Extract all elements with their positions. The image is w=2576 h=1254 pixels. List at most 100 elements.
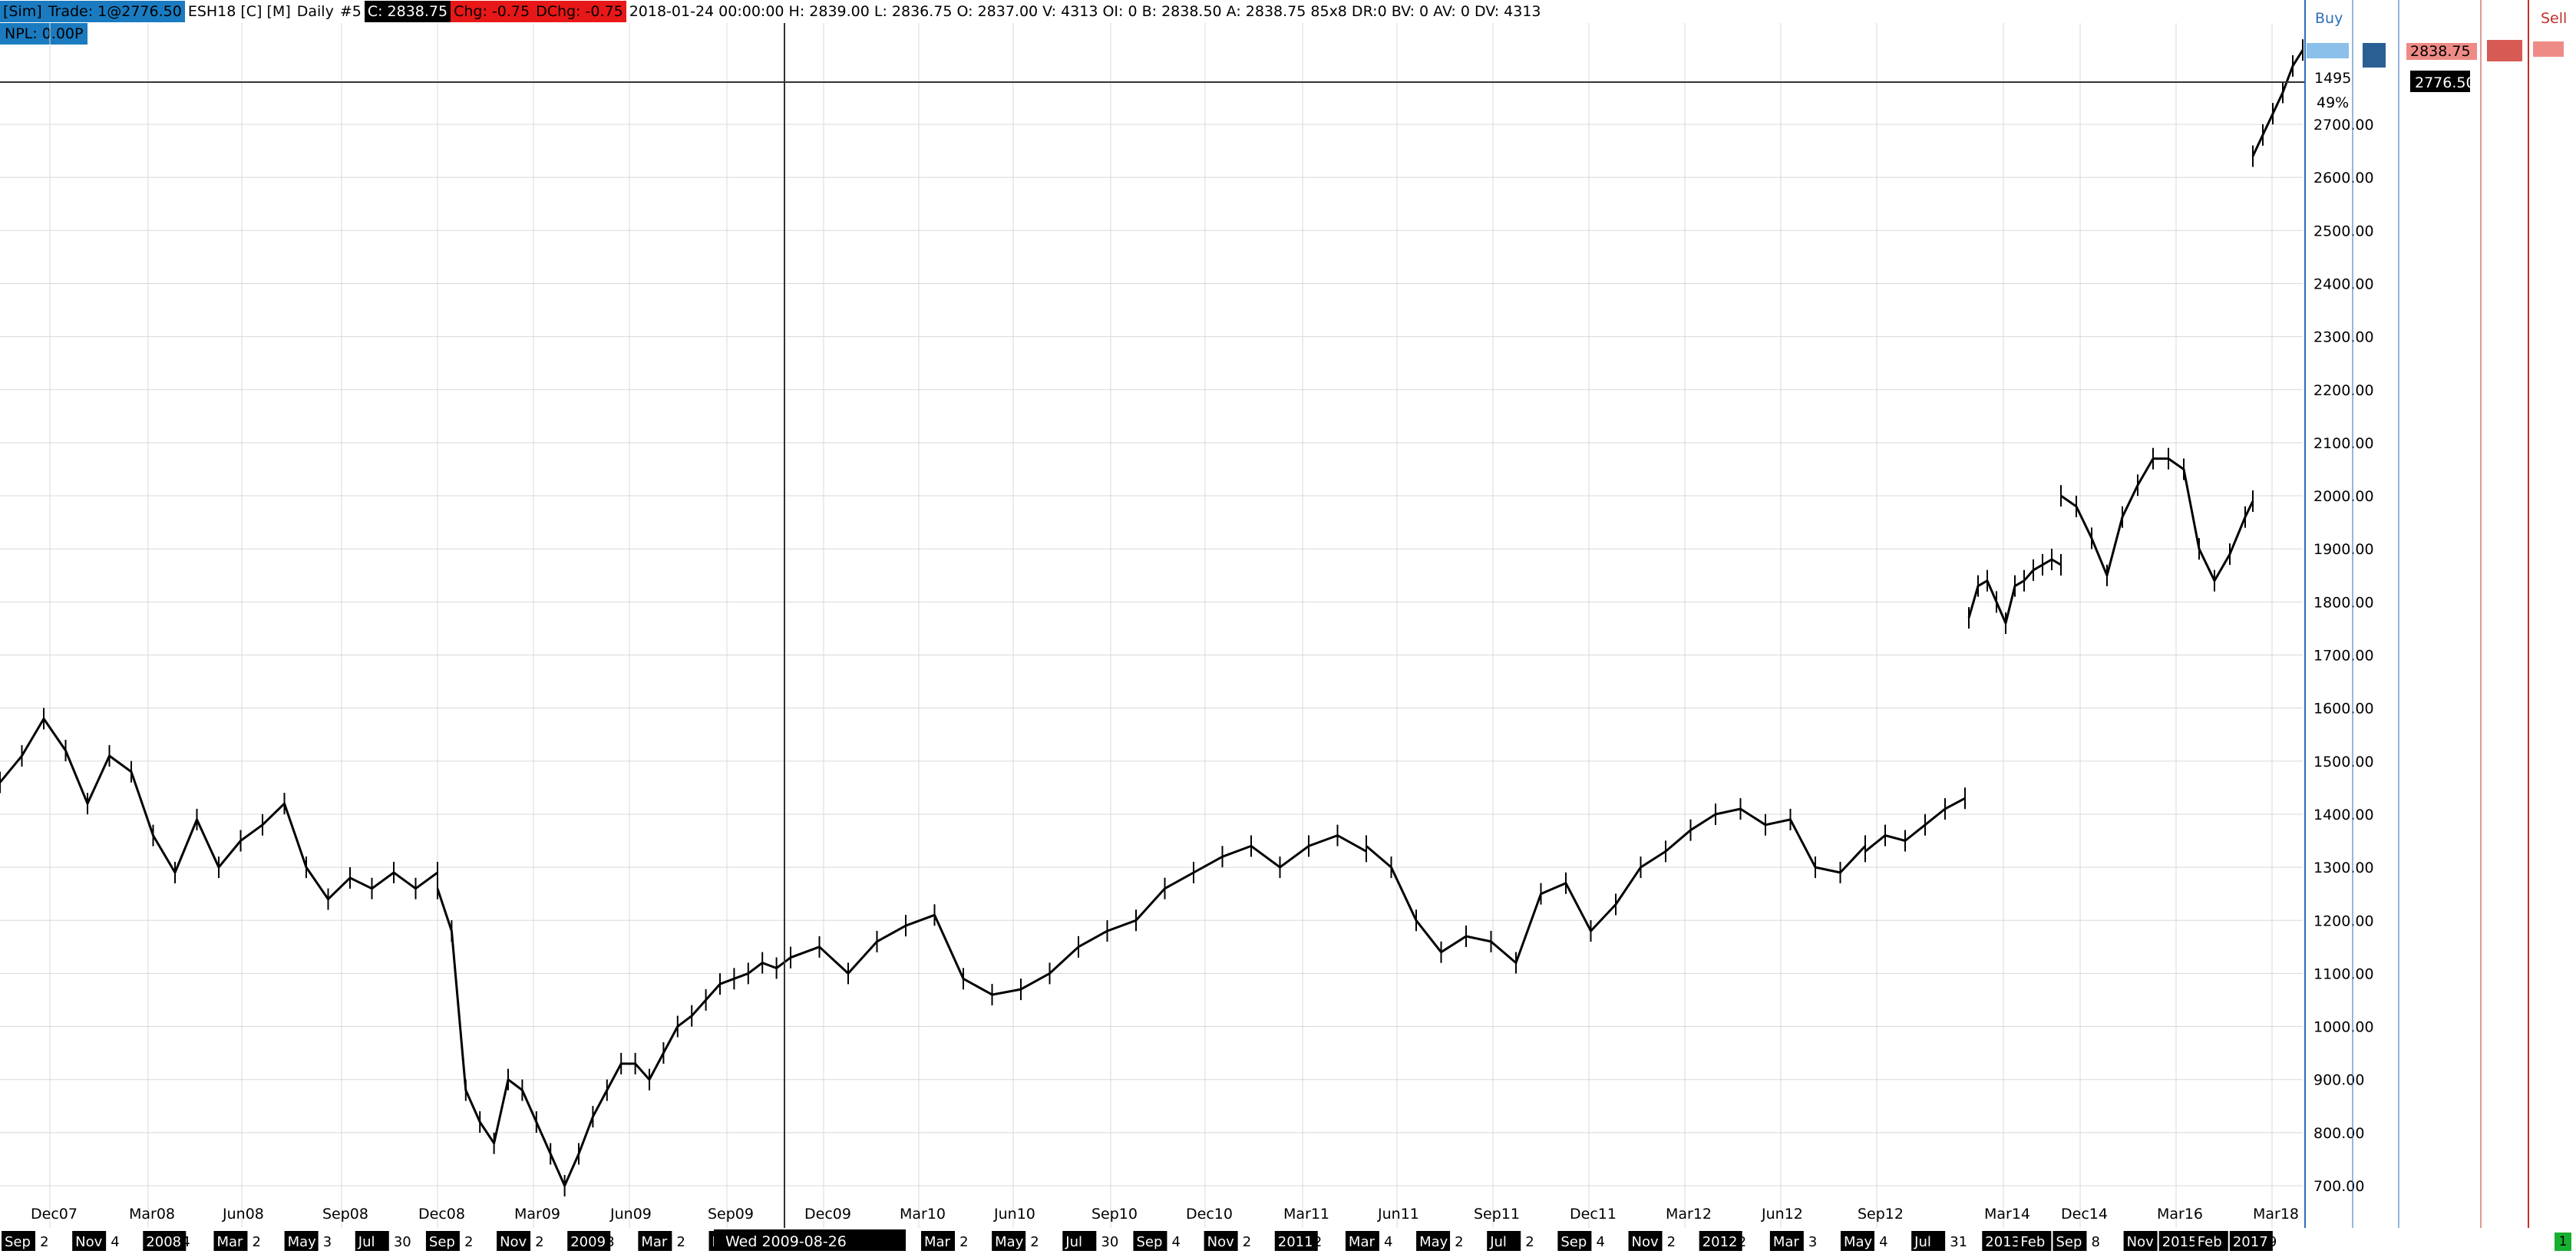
month-tick-label: Jun12 — [1761, 1206, 1803, 1223]
date-tick-label: 4 — [181, 1234, 190, 1250]
date-tick-label: 30 — [394, 1234, 411, 1250]
date-badge-bg — [992, 1231, 1026, 1251]
trade-price-badge: 2776.50 — [2415, 74, 2475, 91]
price-tick-label: 800.00 — [2313, 1125, 2364, 1142]
date-tick-label: 2 — [464, 1234, 473, 1250]
date-tick-label: Jul — [358, 1234, 375, 1250]
date-badge-bg — [921, 1231, 955, 1251]
buy-level-bar — [2307, 43, 2349, 58]
price-tick-label: 1500.00 — [2313, 754, 2374, 771]
date-badge-bg — [1416, 1231, 1451, 1251]
date-tick-label: Sep — [5, 1234, 31, 1250]
date-tick-label: Jul — [1489, 1234, 1507, 1250]
price-tick-label: 1200.00 — [2313, 912, 2374, 929]
price-tick-label: 700.00 — [2313, 1178, 2364, 1195]
chart-header-bar: [Sim] Trade: 1@2776.50 ESH18 [C] [M] Dai… — [0, 0, 2303, 23]
month-tick-label: Sep08 — [322, 1206, 368, 1223]
connection-indicator: 1 — [2555, 1233, 2571, 1251]
date-tick-label: Sep — [2056, 1234, 2082, 1250]
price-tick-label: 2300.00 — [2313, 329, 2374, 346]
price-tick-label: 1400.00 — [2313, 807, 2374, 823]
date-tick-label: 2 — [1030, 1234, 1039, 1250]
sell-order-block — [2487, 40, 2522, 61]
month-tick-label: Mar12 — [1666, 1206, 1712, 1223]
date-tick-label: Feb — [2020, 1234, 2045, 1250]
chart-grid — [0, 23, 2303, 1228]
date-tick-label: 2 — [1667, 1234, 1676, 1250]
bar-details: 2018-01-24 00:00:00 H: 2839.00 L: 2836.7… — [629, 3, 1541, 20]
price-line-segment — [436, 888, 791, 1187]
date-badge-bg — [567, 1231, 611, 1251]
date-badge-bg — [1628, 1231, 1663, 1251]
date-badge-bg — [1699, 1231, 1742, 1251]
date-tick-label: 2012 — [1702, 1234, 1738, 1250]
date-tick-label: Nov — [1207, 1234, 1234, 1250]
month-tick-label: Sep11 — [1474, 1206, 1520, 1223]
price-tick-label: 1000.00 — [2313, 1019, 2374, 1036]
month-tick-label: Jun08 — [222, 1206, 264, 1223]
price-tick-label: 2000.00 — [2313, 488, 2374, 505]
date-badge-bg — [355, 1231, 389, 1251]
date-tick-label: Mar — [924, 1234, 951, 1250]
date-axis: Sep 2 Nov 4 2008 4 Mar 2 May 3 Jul 30 Sep 2 Nov 2 2009 3 M… — [0, 1228, 2305, 1254]
date-tick-label: Nov — [75, 1234, 102, 1250]
price-tick-label: 1300.00 — [2313, 860, 2374, 876]
trade-label: Trade: 1@2776.50 — [45, 1, 185, 22]
price-series — [0, 39, 2304, 1196]
npl-label: NPL: 0.00P — [0, 23, 88, 45]
volume-count-label: 1495 — [2314, 70, 2351, 87]
month-tick-label: Mar10 — [900, 1206, 946, 1223]
date-tick-label: 2013 — [1985, 1234, 2020, 1250]
month-tick-label: Dec08 — [418, 1206, 465, 1223]
month-tick-label: Dec14 — [2061, 1206, 2108, 1223]
price-axis: 700.00 800.00 900.00 1000.00 1100.00 1200.00 1… — [2313, 117, 2374, 1195]
date-badge-bg — [1062, 1231, 1097, 1251]
date-tick-label: Sep — [1136, 1234, 1162, 1250]
date-tick-label: 3 — [323, 1234, 332, 1250]
price-tick-label: 1100.00 — [2313, 965, 2374, 982]
daily-change-value: DChg: -0.75 — [533, 1, 626, 22]
date-tick-label: 4 — [1596, 1234, 1604, 1250]
buy-order-block — [2363, 43, 2386, 68]
date-badge-bg — [284, 1231, 319, 1251]
date-tick-label: May — [1844, 1234, 1873, 1250]
date-badge-bg — [72, 1231, 107, 1251]
crosshair-date-label: Wed 2009-08-26 — [725, 1233, 847, 1250]
buy-column-label: Buy — [2315, 10, 2343, 27]
sell-column-label: Sell — [2541, 10, 2567, 27]
date-tick-label: 3 — [606, 1234, 614, 1250]
change-value: Chg: -0.75 — [451, 1, 533, 22]
date-tick-label: Nov — [1632, 1234, 1659, 1250]
date-tick-label: 2011 — [1278, 1234, 1313, 1250]
price-tick-label: 2700.00 — [2313, 117, 2374, 134]
date-tick-label: 2 — [1313, 1234, 1322, 1250]
month-tick-label: Jun11 — [1377, 1206, 1419, 1223]
date-tick-label: 9 — [2268, 1234, 2277, 1250]
date-tick-label: Sep — [429, 1234, 455, 1250]
date-tick-label: 4 — [111, 1234, 119, 1250]
date-tick-label: 2 — [676, 1234, 685, 1250]
date-tick-label: 2 — [1738, 1234, 1746, 1250]
price-tick-label: 1900.00 — [2313, 541, 2374, 558]
date-badge-bg — [2194, 1231, 2228, 1251]
date-badge-bg — [425, 1231, 460, 1251]
date-badge-bg — [143, 1231, 187, 1251]
month-tick-label: Dec09 — [804, 1206, 851, 1223]
month-tick-label: Sep12 — [1858, 1206, 1904, 1223]
trade-price-badge-bg — [2410, 71, 2470, 92]
month-tick-label: Mar08 — [129, 1206, 175, 1223]
date-tick-label: May — [288, 1234, 317, 1250]
month-axis: Dec07 Mar08 Jun08 Sep08 Dec08 Mar09 Jun09 Sep09… — [31, 1206, 2299, 1223]
price-line-segment — [2060, 457, 2254, 582]
date-tick-label: May — [1419, 1234, 1448, 1250]
crosshair-date-badge — [714, 1229, 906, 1251]
month-tick-label: Mar14 — [1984, 1206, 2030, 1223]
price-tick-label: 2600.00 — [2313, 170, 2374, 186]
date-tick-label: 2 — [535, 1234, 543, 1250]
date-tick-label: 2 — [253, 1234, 261, 1250]
month-tick-label: Dec10 — [1186, 1206, 1233, 1223]
percent-label: 49% — [2317, 94, 2349, 111]
month-tick-label: Jun09 — [609, 1206, 652, 1223]
date-tick-label: 2015 — [2162, 1234, 2198, 1250]
